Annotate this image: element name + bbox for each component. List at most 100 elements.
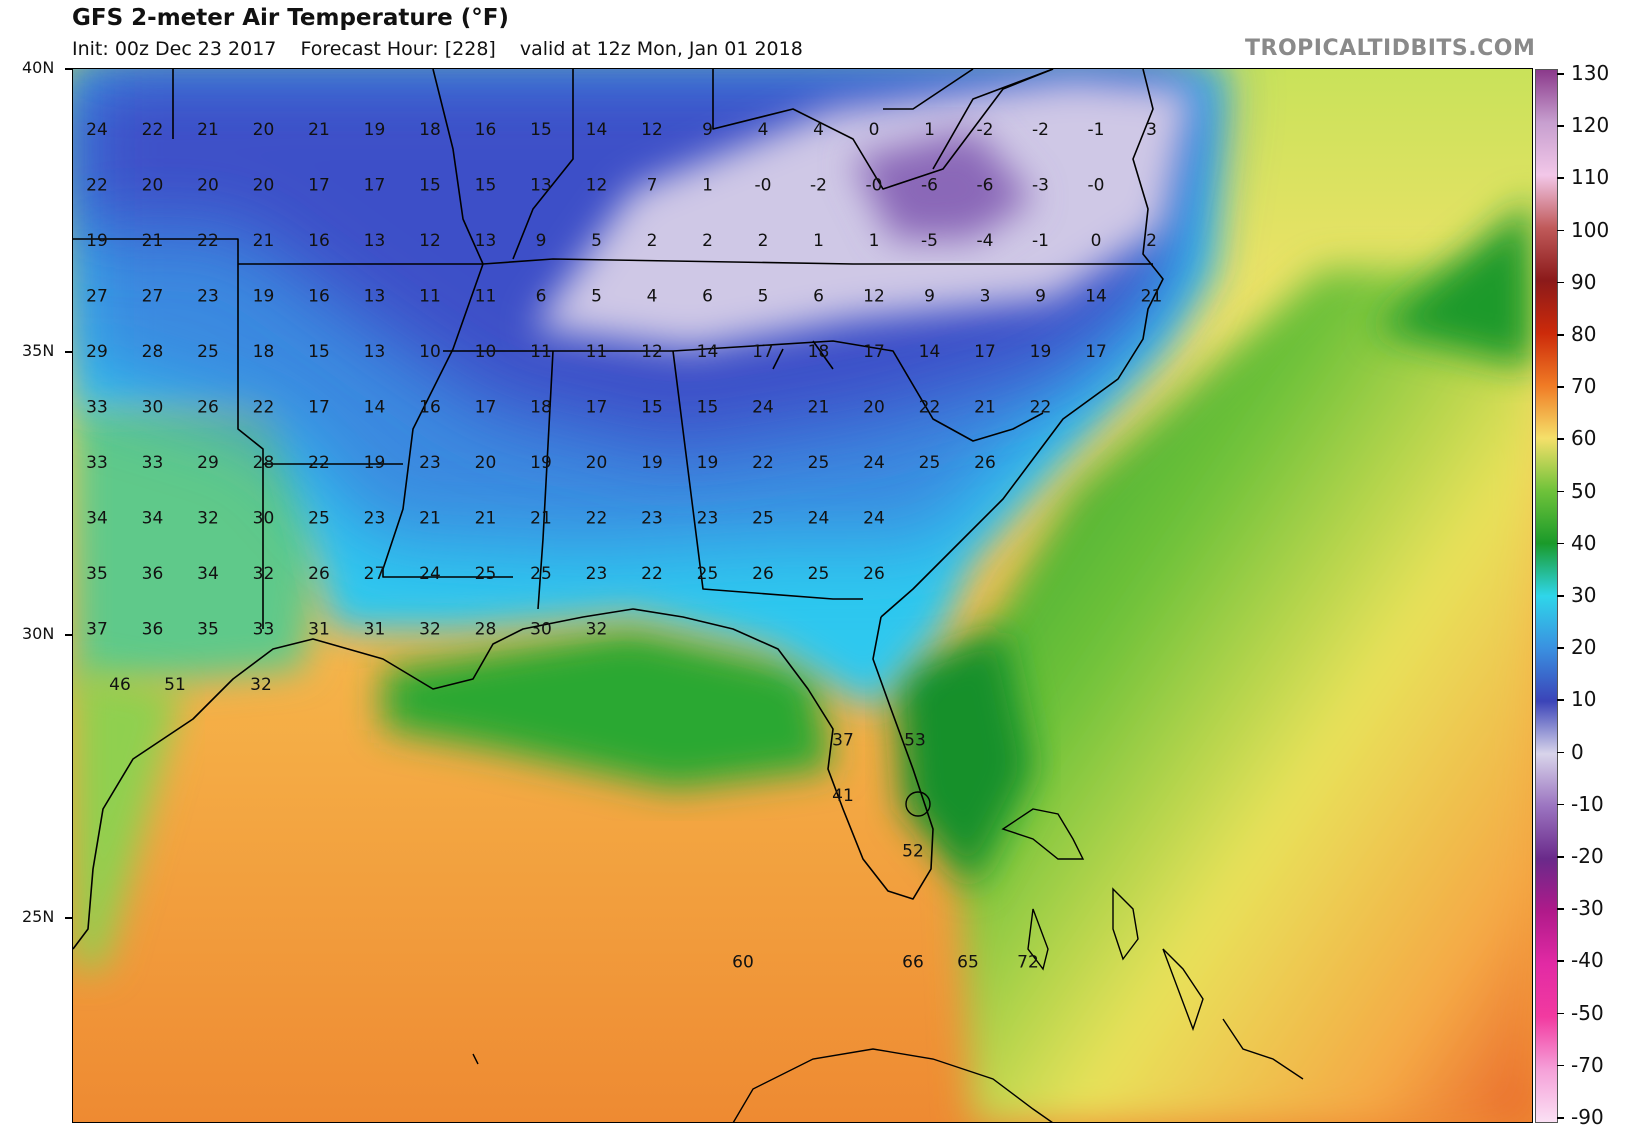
colorbar-tick <box>1557 125 1564 127</box>
temperature-value: 9 <box>1035 287 1046 307</box>
temperature-value: 31 <box>308 620 330 640</box>
chart-subtitle: Init: 00z Dec 23 2017 Forecast Hour: [22… <box>72 38 821 60</box>
temperature-value: 17 <box>586 398 608 418</box>
temperature-value: 5 <box>591 287 602 307</box>
temperature-value: 17 <box>974 342 996 362</box>
map-canvas: 24 22 21 20 21 19 18 16 15 14 12 9 4 4 0 1 -2 -2 -1 322 20 20… <box>73 69 1533 1123</box>
temperature-value: 15 <box>641 398 663 418</box>
colorbar-label: 80 <box>1571 322 1597 346</box>
temperature-value: 34 <box>86 509 108 529</box>
colorbar-label: 10 <box>1571 687 1597 712</box>
colorbar-label: 130 <box>1571 61 1610 85</box>
temperature-value: 34 <box>197 564 219 584</box>
temperature-value: 21 <box>974 398 996 418</box>
temperature-value: 17 <box>308 398 330 418</box>
colorbar-label: -10 <box>1571 791 1604 816</box>
temperature-value: 29 <box>86 342 108 362</box>
temperature-value: 24 <box>863 453 885 473</box>
temperature-value: 19 <box>530 453 552 473</box>
temperature-value: 21 <box>1141 287 1163 307</box>
temperature-value: -2 <box>1032 120 1049 140</box>
temperature-value: 0 <box>869 120 880 140</box>
colorbar-label: -20 <box>1571 844 1604 868</box>
colorbar-tick <box>1557 751 1564 754</box>
temperature-value: 22 <box>197 231 219 251</box>
colorbar-tick <box>1557 960 1564 962</box>
temperature-value: 17 <box>475 398 497 418</box>
temperature-value: 17 <box>364 176 386 196</box>
colorbar-label: -90 <box>1571 1105 1604 1129</box>
temperature-value: 28 <box>253 453 275 473</box>
forecast-hour: Forecast Hour: [228] <box>300 38 496 60</box>
temperature-value: 27 <box>364 564 386 584</box>
temperature-value: 33 <box>253 620 275 640</box>
temperature-value: 23 <box>197 287 219 307</box>
temperature-value: 19 <box>641 453 663 473</box>
colorbar-tick <box>1557 542 1564 545</box>
temperature-value: 60 <box>732 953 754 973</box>
temperature-value: 14 <box>919 342 941 362</box>
temperature-value: 6 <box>813 287 824 307</box>
temperature-value: 37 <box>86 620 108 640</box>
temperature-value: 23 <box>364 509 386 529</box>
temperature-value: 15 <box>308 342 330 362</box>
temperature-value: 20 <box>197 176 219 196</box>
temperature-value: -2 <box>810 176 827 196</box>
temperature-value: -0 <box>866 176 883 196</box>
temperature-map: 24 22 21 20 21 19 18 16 15 14 12 9 4 4 0 1 -2 -2 -1 3 22 20 20… <box>73 69 1533 1123</box>
temperature-values: 24 22 21 20 21 19 18 16 15 14 12 9 4 4 0 1 -2 -2 -1 322 20 20… <box>73 120 1162 973</box>
latitude-tick <box>65 68 72 70</box>
temperature-value: 12 <box>863 287 885 307</box>
temperature-value: 21 <box>142 231 164 251</box>
temperature-value: 6 <box>702 287 713 307</box>
chart-title: GFS 2-meter Air Temperature (°F) <box>72 5 509 31</box>
temperature-value: 9 <box>536 231 547 251</box>
colorbar-label: 0 <box>1571 739 1584 764</box>
colorbar-tick <box>1557 177 1564 179</box>
colorbar-tick <box>1557 334 1564 336</box>
colorbar-label: 40 <box>1571 530 1597 555</box>
temperature-value: 3 <box>980 287 991 307</box>
latitude-label: 40N <box>22 58 55 77</box>
temperature-value: 28 <box>475 620 497 640</box>
temperature-value: 11 <box>586 342 608 362</box>
colorbar-label: -30 <box>1571 896 1604 921</box>
init-time: Init: 00z Dec 23 2017 <box>72 38 277 60</box>
temperature-value: 23 <box>419 453 441 473</box>
temperature-value: 31 <box>364 620 386 640</box>
temperature-value: -5 <box>921 231 938 251</box>
colorbar-tick <box>1557 1064 1564 1067</box>
temperature-value: 18 <box>419 120 441 140</box>
temperature-value: 9 <box>924 287 935 307</box>
temperature-value: 53 <box>73 897 74 917</box>
temperature-value: -0 <box>1088 176 1105 196</box>
temperature-value: 24 <box>419 564 441 584</box>
temperature-value: 27 <box>142 287 164 307</box>
temperature-value: 21 <box>808 398 830 418</box>
temperature-value: 16 <box>475 120 497 140</box>
latitude-label: 30N <box>22 624 55 643</box>
temperature-value: -6 <box>977 176 994 196</box>
temperature-value: 25 <box>697 564 719 584</box>
temperature-value: 21 <box>419 509 441 529</box>
temperature-value: 35 <box>197 620 219 640</box>
latitude-tick <box>65 351 72 353</box>
temperature-value: 25 <box>530 564 552 584</box>
temperature-value: 29 <box>197 453 219 473</box>
temperature-value: 26 <box>308 564 330 584</box>
temperature-value: 21 <box>308 120 330 140</box>
temperature-value: 32 <box>253 564 275 584</box>
temperature-value: 2 <box>647 231 658 251</box>
valid-time: valid at 12z Mon, Jan 01 2018 <box>519 38 803 60</box>
temperature-value: 12 <box>641 120 663 140</box>
temperature-value: 1 <box>924 120 935 140</box>
colorbar-tick <box>1557 856 1564 858</box>
temperature-value: 24 <box>752 398 774 418</box>
temperature-value: 41 <box>832 786 854 806</box>
colorbar-tick <box>1557 490 1564 493</box>
temperature-value: 17 <box>1085 342 1107 362</box>
temperature-value: 32 <box>250 675 272 695</box>
colorbar-tick <box>1557 1117 1564 1119</box>
temperature-value: 2 <box>1146 231 1157 251</box>
temperature-value: 33 <box>142 453 164 473</box>
